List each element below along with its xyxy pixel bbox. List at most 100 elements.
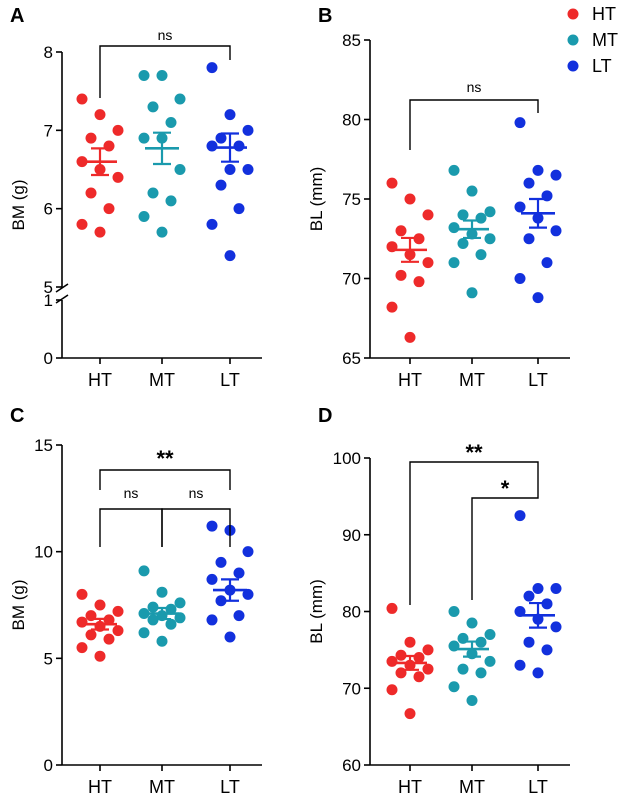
y-tick-label: 60 <box>342 756 361 775</box>
legend-label: HT <box>592 4 616 24</box>
data-point <box>112 171 124 183</box>
data-point <box>215 132 227 144</box>
data-point <box>156 70 168 81</box>
data-point <box>422 257 434 269</box>
significance-label: ** <box>465 440 483 465</box>
x-tick-label: MT <box>459 370 485 390</box>
data-point <box>550 169 562 181</box>
data-point <box>514 273 526 284</box>
data-point <box>103 203 115 215</box>
data-point <box>206 573 218 585</box>
data-point <box>206 520 218 532</box>
data-point <box>422 644 434 656</box>
x-tick-label: HT <box>88 777 112 797</box>
data-point <box>233 140 245 152</box>
y-tick-label: 65 <box>342 349 361 368</box>
panel-letter: B <box>318 5 332 27</box>
series-lt <box>206 62 254 262</box>
data-point <box>523 177 535 189</box>
significance-bracket <box>99 508 163 547</box>
x-tick-label: HT <box>398 370 422 390</box>
x-tick-label: HT <box>398 777 422 797</box>
data-point <box>147 187 159 199</box>
y-tick-label: 0 <box>44 349 53 368</box>
series-lt <box>206 520 254 643</box>
x-tick-label: MT <box>149 370 175 390</box>
data-point <box>94 226 106 238</box>
data-point <box>138 608 150 620</box>
data-point <box>448 257 460 269</box>
y-tick-label: 75 <box>342 190 361 209</box>
data-point <box>532 292 544 304</box>
data-point <box>395 225 407 237</box>
data-point <box>532 582 544 594</box>
data-point <box>103 633 115 645</box>
data-point <box>541 644 553 656</box>
data-point <box>165 603 177 615</box>
panel-b: B 65 70 75 80 85 BL (mm) HT MT LT ns <box>307 5 570 390</box>
y-axis-title: BM (g) <box>9 180 28 231</box>
data-point <box>484 206 496 218</box>
data-point <box>466 185 478 197</box>
data-point <box>138 132 150 144</box>
y-tick-label: 5 <box>44 278 53 297</box>
axis-break-mark <box>55 283 69 293</box>
x-tick-label: LT <box>220 777 240 797</box>
data-point <box>174 93 186 105</box>
data-point <box>206 218 218 230</box>
y-tick-label: 15 <box>34 436 53 455</box>
data-point <box>156 226 168 238</box>
data-point <box>550 582 562 594</box>
y-tick-label: 0 <box>44 756 53 775</box>
series-mt <box>138 70 186 238</box>
data-point <box>165 195 177 207</box>
data-point <box>475 212 487 224</box>
x-tick-label: HT <box>88 370 112 390</box>
data-point <box>523 590 535 602</box>
y-tick-label: 8 <box>44 43 53 62</box>
data-point <box>103 140 115 152</box>
data-point <box>233 567 245 579</box>
data-point <box>523 636 535 648</box>
data-point <box>94 109 106 121</box>
data-point <box>448 606 460 617</box>
data-point <box>174 164 186 175</box>
data-point <box>206 614 218 626</box>
significance-bracket <box>99 469 231 490</box>
significance-label: ns <box>158 27 173 43</box>
data-point <box>550 621 562 633</box>
data-point <box>466 287 478 299</box>
data-point <box>76 156 88 168</box>
panel-a: A 0 15 6 7 8 BM (g) HT MT LT ns <box>9 5 262 390</box>
significance-label: ns <box>124 485 139 501</box>
data-point <box>174 612 186 624</box>
data-point <box>138 70 150 81</box>
data-point <box>457 209 469 221</box>
data-point <box>76 588 88 600</box>
axis-break-mark <box>55 294 69 304</box>
y-axis-title: BM (g) <box>9 580 28 631</box>
panel-letter: A <box>10 5 24 27</box>
data-point <box>484 629 496 641</box>
data-point <box>404 193 416 205</box>
series-lt <box>514 510 562 679</box>
significance-label: * <box>501 476 510 501</box>
data-point <box>413 276 425 288</box>
data-point <box>215 179 227 191</box>
significance-bracket <box>409 99 539 150</box>
data-point <box>174 597 186 609</box>
y-tick-label: 10 <box>34 543 53 562</box>
data-point <box>156 635 168 647</box>
data-point <box>138 565 150 577</box>
y-tick-label: 6 <box>44 200 53 219</box>
data-point <box>514 510 526 522</box>
y-tick-label: 85 <box>342 31 361 50</box>
y-tick-label: 7 <box>44 121 53 140</box>
significance-label: ns <box>189 485 204 501</box>
y-tick-label: 100 <box>333 449 361 468</box>
significance-label: ** <box>156 446 174 471</box>
data-point <box>206 62 218 74</box>
data-point <box>242 164 254 175</box>
data-point <box>224 109 236 121</box>
